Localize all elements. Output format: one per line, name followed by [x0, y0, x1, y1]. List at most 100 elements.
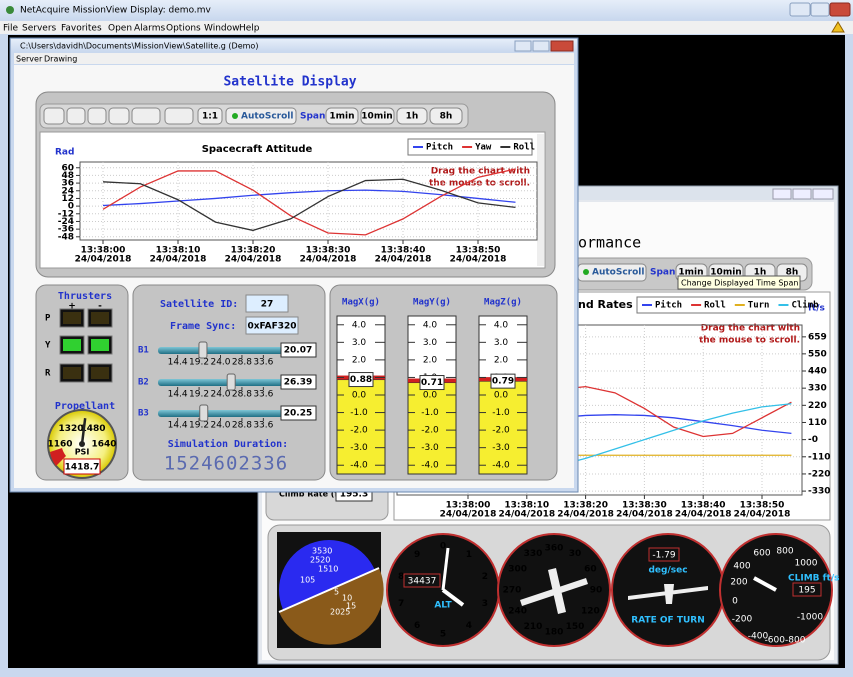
- menu-item[interactable]: Alarms: [134, 24, 165, 34]
- legend: [636, 296, 806, 314]
- autoscroll-led: [232, 113, 238, 119]
- minimize[interactable]: [789, 2, 811, 17]
- slider-knob[interactable]: [226, 373, 236, 391]
- slider-knob[interactable]: [198, 341, 208, 359]
- thruster-lamp: [63, 339, 81, 351]
- maximize[interactable]: [532, 40, 550, 52]
- mag-name: MagX(g): [342, 298, 380, 308]
- end-button[interactable]: [108, 107, 130, 125]
- climb-tick-label: 600: [753, 549, 770, 559]
- maximize[interactable]: [792, 188, 812, 200]
- series-line: [102, 168, 516, 236]
- menu-item[interactable]: Options: [166, 24, 201, 34]
- autoscroll-button[interactable]: [225, 107, 297, 125]
- close[interactable]: [550, 40, 574, 52]
- y-tick-label: 36: [61, 179, 74, 189]
- mag-tick-label: 4.0: [494, 320, 509, 330]
- rewind-button[interactable]: [43, 107, 65, 125]
- dial-label: 5: [440, 630, 446, 640]
- zoom-reset-button[interactable]: [197, 107, 223, 125]
- climb-tick-label: -400: [748, 632, 769, 642]
- menu-item[interactable]: Favorites: [61, 24, 102, 34]
- back-button[interactable]: [66, 107, 86, 125]
- climb-box: [792, 582, 822, 597]
- warning-icon[interactable]: [831, 21, 845, 33]
- x-tick-label: 24/04/2018: [450, 255, 507, 265]
- mag-tick-label: -2.0: [492, 426, 510, 436]
- dial-label: 330: [524, 549, 543, 559]
- dial-label: 90: [590, 586, 603, 596]
- span-button[interactable]: [360, 107, 395, 125]
- menu-item[interactable]: Help: [239, 24, 260, 34]
- dial-label: 2: [482, 572, 488, 582]
- maximize[interactable]: [810, 2, 830, 17]
- slider-knob[interactable]: [199, 404, 209, 422]
- mag-value-box: [490, 373, 516, 389]
- turn-box: [648, 547, 680, 562]
- y-tick-label: 60: [61, 163, 74, 173]
- span-label: 10min: [710, 268, 741, 278]
- pitch-label: 10: [342, 594, 352, 603]
- mag-tick-label: 0.0: [352, 391, 367, 401]
- dial-label: 270: [503, 586, 522, 596]
- propellant-unit: PSI: [75, 448, 90, 457]
- mag-fill: [407, 382, 457, 475]
- dial-tick-label: 1480: [80, 424, 105, 434]
- close[interactable]: [812, 188, 834, 200]
- mag-tick-label: -2.0: [350, 426, 368, 436]
- x-tick-label: 24/04/2018: [75, 255, 132, 265]
- altimeter-label: ALT: [434, 601, 452, 611]
- menu-item[interactable]: Open: [108, 24, 132, 34]
- mag-tick-label: -4.0: [350, 461, 368, 471]
- thruster-row: R: [45, 369, 51, 379]
- dial-label: 3: [482, 599, 488, 609]
- zoom-box-button[interactable]: [164, 107, 194, 125]
- mag-tick-label: 4.0: [352, 320, 367, 330]
- window-titlebar: [11, 39, 577, 52]
- x-tick-label: 13:38:20: [563, 501, 608, 511]
- minimize[interactable]: [514, 40, 532, 52]
- needle-hub: [79, 441, 85, 447]
- slider-track: [158, 347, 283, 354]
- climb-tick-label: -200: [732, 615, 753, 625]
- thrusters-title: Thrusters: [58, 291, 112, 302]
- slider-name: B3: [138, 409, 149, 419]
- y-axis-label: ft/s: [808, 304, 825, 314]
- minimize[interactable]: [772, 188, 792, 200]
- menu-item[interactable]: Servers: [22, 24, 57, 34]
- turn-aircraft: [628, 584, 708, 604]
- menu-item[interactable]: File: [3, 24, 19, 34]
- slider-tick-label: 19.2: [189, 390, 209, 400]
- slider-tick-label: 24.0: [210, 421, 230, 431]
- annotation: Drag the chart with: [431, 167, 530, 177]
- thruster-lamp: [91, 367, 109, 379]
- x-tick-label: 13:38:40: [681, 501, 726, 511]
- legend-label: Turn: [748, 301, 770, 311]
- mag-tick-label: -3.0: [350, 443, 368, 453]
- slider-tick-label: 14.4: [168, 421, 188, 431]
- span-button[interactable]: [396, 107, 428, 125]
- climb-value: 195: [798, 586, 815, 596]
- dial-label: 210: [524, 622, 543, 632]
- span-button[interactable]: [429, 107, 463, 125]
- menu-item[interactable]: Window: [204, 24, 240, 34]
- climb-tick-label: 400: [733, 562, 750, 572]
- mag-tick-label: 2.0: [423, 355, 438, 365]
- forward-button[interactable]: [87, 107, 107, 125]
- slider-name: B2: [138, 378, 149, 388]
- autoscroll-led: [583, 269, 589, 275]
- y-tick-label: 12: [61, 194, 74, 204]
- pitch-label: 15: [346, 602, 356, 611]
- close[interactable]: [829, 2, 851, 17]
- scrollbar[interactable]: [537, 134, 544, 266]
- y-tick-label: -110: [808, 452, 831, 462]
- menu-item[interactable]: Server: [16, 55, 43, 64]
- menu-item[interactable]: Drawing: [44, 55, 77, 64]
- signal-button[interactable]: [131, 107, 161, 125]
- y-tick-label: -48: [58, 232, 74, 242]
- slider-track: [158, 410, 283, 417]
- span-label: Span:: [300, 112, 329, 122]
- mag-tick-label: 3.0: [352, 338, 367, 348]
- turn-value: -1.79: [652, 551, 676, 561]
- span-button[interactable]: [325, 107, 359, 125]
